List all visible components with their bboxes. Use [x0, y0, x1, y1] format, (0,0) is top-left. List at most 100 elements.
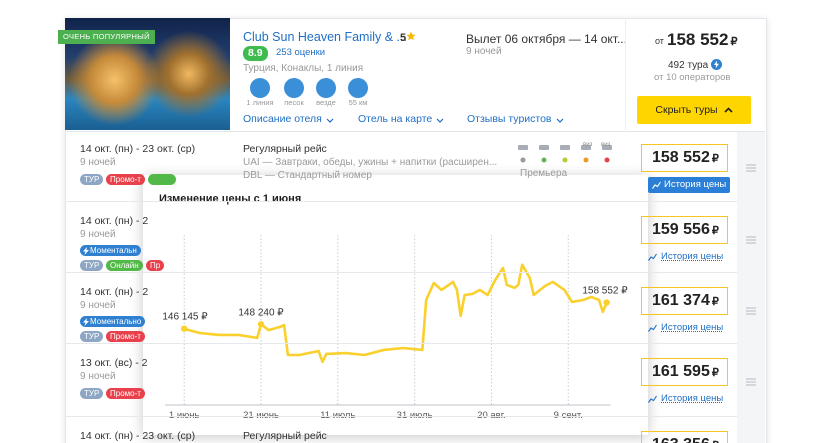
row-price: 161 595 ₽	[652, 364, 719, 380]
service-icon	[581, 145, 591, 150]
tag: Промо-т	[106, 388, 145, 399]
tag: Промо-т	[106, 331, 145, 342]
chart-title: Изменение цены с 1 июня	[159, 193, 301, 205]
row-separator	[65, 343, 737, 344]
hide-tours-label: Скрыть туры	[655, 104, 718, 116]
trip-nights: 9 ночей	[466, 46, 502, 57]
service-dot	[562, 157, 568, 163]
currency: ₽	[712, 440, 719, 443]
history-icon	[648, 253, 657, 261]
x-tick-label: 11 июль	[320, 410, 355, 421]
price-line	[183, 263, 608, 364]
row-price-value: 159 556	[652, 221, 710, 238]
feature-label: 55 км	[348, 98, 368, 107]
row-price-value: 163 356	[652, 436, 710, 443]
hotel-link[interactable]: Описание отеля	[243, 113, 322, 125]
row-price: 163 356₽	[652, 437, 719, 443]
tag: Онлайн	[106, 260, 143, 271]
row-price-value: 161 374	[652, 292, 710, 309]
price-history-link[interactable]: История цены	[661, 393, 724, 404]
operators-count: от 10 операторов	[654, 72, 731, 83]
service-icon	[518, 145, 528, 150]
history-icon-line	[648, 395, 657, 403]
popular-badge: ОЧЕНЬ ПОПУЛЯРНЫЙ	[58, 30, 155, 44]
x-tick-label: 21 июнь	[243, 410, 279, 421]
hide-tours-button[interactable]: Скрыть туры	[637, 96, 751, 124]
tag: ТУР	[80, 174, 104, 185]
hotel-link[interactable]: Отель на карте	[358, 113, 433, 125]
tag: ТУР	[80, 260, 104, 271]
service-dot	[583, 157, 589, 163]
price-point	[257, 321, 265, 328]
price-box	[641, 431, 728, 443]
service-dot	[520, 157, 526, 163]
tag: Моментально	[80, 316, 146, 327]
x-tick-label: 31 июль	[397, 410, 433, 421]
row-menu	[746, 164, 756, 172]
hotel-link[interactable]: Отзывы туристов	[467, 113, 552, 125]
row-price: 159 556 ₽	[652, 222, 719, 238]
history-icon-line	[648, 324, 657, 332]
offer-price-value: 158 552	[667, 30, 729, 49]
chevron-down	[326, 118, 334, 123]
tag: ТУР	[80, 388, 104, 399]
row-nights: 9 ночей	[80, 371, 116, 382]
row-flight: Регулярный рейс	[243, 430, 327, 442]
row-services: виз виз	[518, 142, 612, 163]
hotel-name[interactable]: Club Sun Heaven Family & ...	[243, 30, 407, 44]
currency: ₽	[711, 296, 719, 308]
currency: ₽	[711, 225, 719, 237]
divider	[625, 18, 626, 130]
feature-icon	[250, 78, 270, 98]
row-menu-strip	[737, 132, 765, 443]
price-point	[181, 325, 188, 332]
service-dot	[541, 157, 547, 163]
x-tick-label: 1 июнь	[169, 410, 200, 421]
offer-from: от	[655, 36, 664, 46]
price-history-link[interactable]: История цены	[648, 177, 731, 193]
currency: ₽	[730, 36, 738, 48]
bolt	[83, 317, 89, 326]
x-tick-label: 9 сент.	[554, 410, 583, 421]
row-price: 158 552 ₽	[652, 150, 719, 166]
feature-label: песок	[284, 98, 304, 107]
history-icon-line	[652, 181, 661, 189]
history-icon	[648, 324, 657, 332]
row-dates: 13 окт. (вс) - 2	[80, 357, 148, 369]
hotel-location: Турция, Конаклы, 1 линия	[243, 63, 364, 74]
row-price-value: 158 552	[652, 149, 710, 166]
service-icon	[560, 145, 570, 150]
price-history-link[interactable]: История цены	[661, 251, 724, 262]
row-nights: 9 ночей	[80, 157, 116, 168]
price-box	[641, 358, 728, 386]
row-nights: 9 ночей	[80, 229, 116, 240]
chevron-line	[436, 118, 444, 123]
feature-icon	[348, 78, 368, 98]
x-tick-label: 20 авг.	[477, 410, 505, 421]
rating-pill: 8.9	[243, 46, 268, 61]
row-nights: 9 ночей	[80, 300, 116, 311]
row-menu	[746, 236, 756, 244]
currency: ₽	[711, 153, 719, 165]
feature-label: 1 линия	[246, 98, 274, 107]
row-operator: Премьера	[520, 168, 568, 179]
history-icon	[652, 181, 661, 189]
bolt	[83, 246, 89, 255]
price-history-link[interactable]: История цены	[661, 322, 724, 333]
row-meal: UAI — Завтраки, обеды, ужины + напитки (…	[243, 157, 498, 168]
feature-icon	[316, 78, 336, 98]
chevron-down	[556, 118, 564, 123]
row-menu	[746, 307, 756, 315]
price-history-popup: Изменение цены с 1 июня 1 июнь 21 июнь 11 …	[143, 175, 648, 435]
feature-label: везде	[316, 98, 336, 107]
reviews-link[interactable]: 253 оценки	[276, 47, 326, 58]
price-box	[641, 144, 728, 172]
row-dates: 14 окт. (пн) - 23 окт. (ср)	[80, 143, 196, 155]
row-dates: 14 окт. (пн) - 23 окт. (ср)	[80, 430, 196, 442]
value-label: 148 240 ₽	[238, 307, 284, 318]
bolt-shape	[83, 317, 89, 326]
bolt-shape	[83, 246, 89, 255]
feature-icon	[284, 78, 304, 98]
chevron-line	[326, 118, 334, 123]
row-separator	[65, 416, 737, 417]
